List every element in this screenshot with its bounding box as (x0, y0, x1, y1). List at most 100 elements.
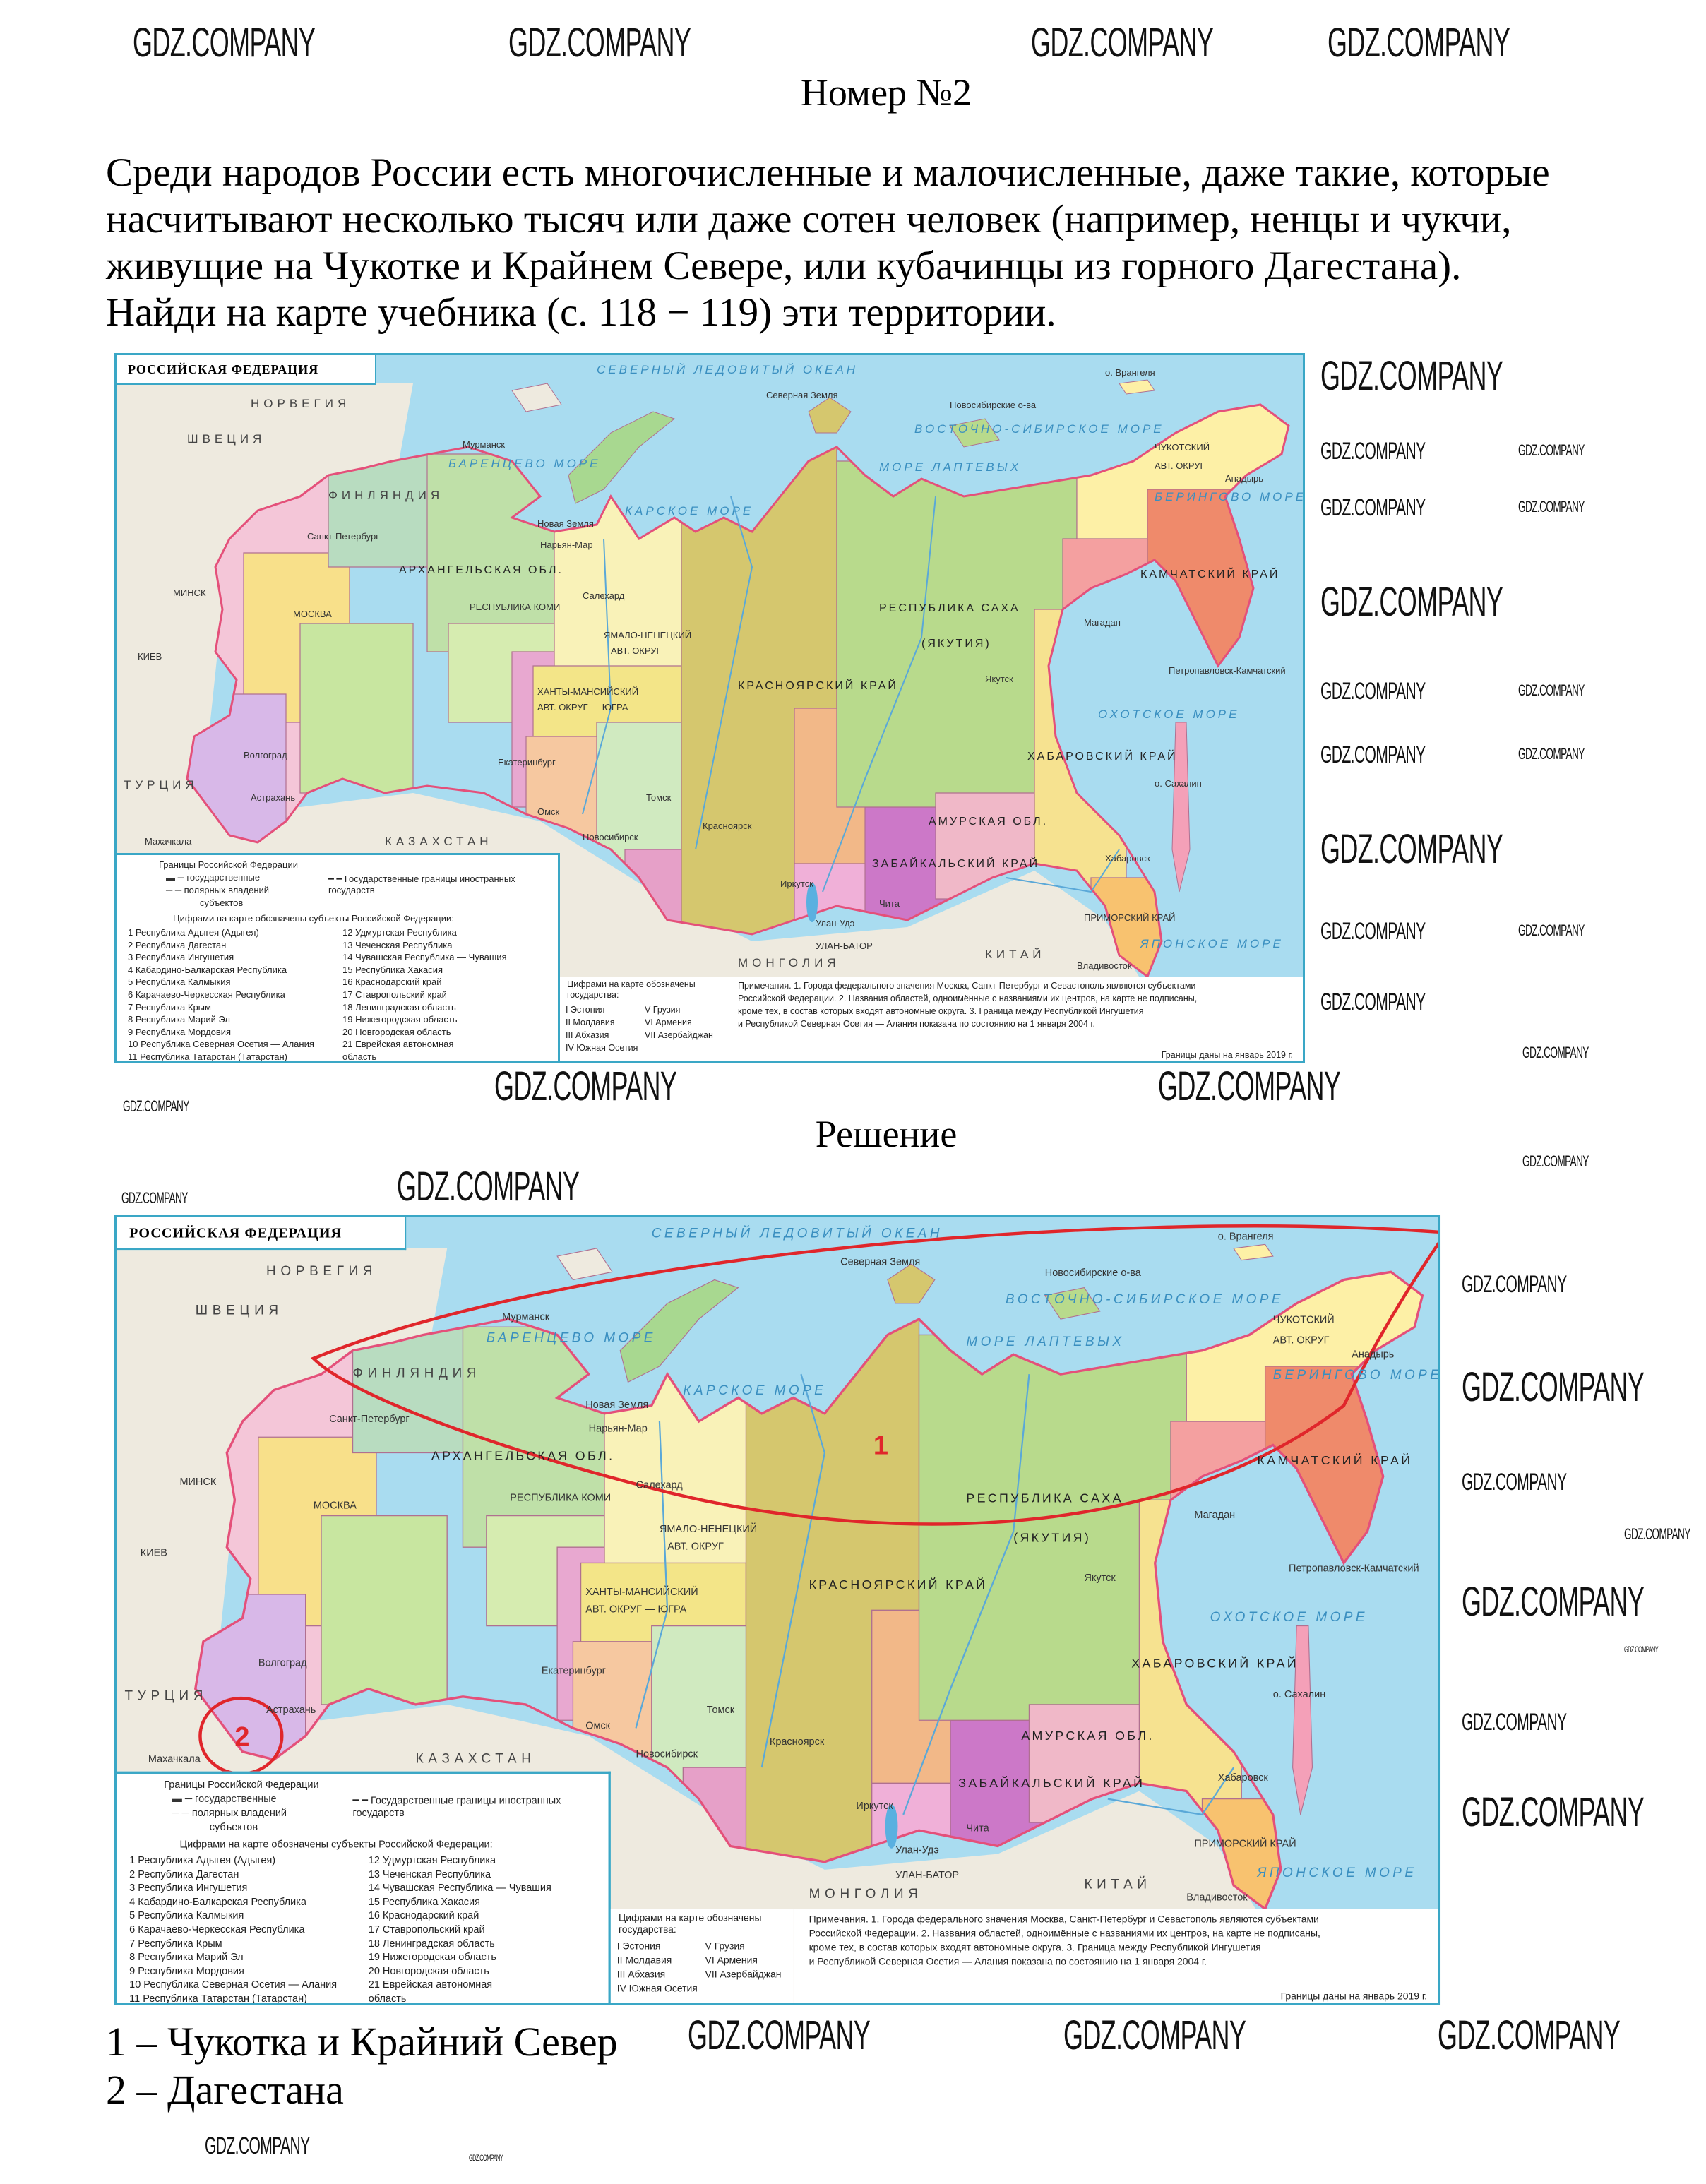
map-label-kyiv: КИЕВ (140, 1546, 167, 1558)
map-label-yakutia: (ЯКУТИЯ) (1013, 1531, 1092, 1545)
map-label-turkey: ТУРЦИЯ (124, 778, 198, 792)
region-volga-region (299, 623, 414, 794)
legend-subject-item: 12 Удмуртская Республика (368, 1854, 496, 1866)
map-label-novosibirsk: Новосибирск (583, 832, 638, 842)
legend-subject-item: 4 Кабардино-Балкарская Республика (128, 964, 287, 975)
map-label-makhachkala: Махачкала (148, 1752, 201, 1765)
watermark: GDZ.COMPANY (121, 1189, 188, 1207)
map-note-line: Российской Федерации. 2. Названия област… (738, 993, 1198, 1003)
map-label-chukotka2: АВТ. ОКРУГ (1272, 1334, 1330, 1347)
map-label-tomsk: Томск (706, 1703, 735, 1716)
watermark: GDZ.COMPANY (123, 1097, 189, 1115)
map-label-sakha: РЕСПУБЛИКА САХА (966, 1492, 1123, 1506)
map-label-yakutia: (ЯКУТИЯ) (921, 638, 991, 650)
map-legend: Границы Российской Федерации ▬ ─ государс… (117, 1771, 611, 2005)
watermark: GDZ.COMPANY (1462, 1709, 1567, 1736)
watermark: GDZ.COMPANY (1518, 745, 1585, 763)
wrangel-island (1119, 379, 1155, 395)
legend-state-item: V Грузия (705, 1940, 745, 1952)
map-label-makhachkala: Махачкала (145, 836, 192, 847)
legend-subject-item: 2 Республика Дагестан (128, 939, 227, 950)
legend-subject-item: 8 Республика Марий Эл (128, 1014, 230, 1025)
legend-subject-item: 7 Республика Крым (129, 1937, 222, 1949)
river (822, 496, 936, 893)
map-label-arkhangelsk: АРХАНГЕЛЬСКАЯ ОБЛ. (399, 564, 563, 576)
legend-subject-item: 11 Республика Татарстан (Татарстан) (128, 1051, 287, 1062)
answers: 1 – Чукотка и Крайний Север 2 – Дагестан… (106, 2018, 618, 2114)
watermark: GDZ.COMPANY (1158, 1063, 1341, 1109)
map-note-line: Примечания. 1. Города федерального значе… (738, 981, 1196, 991)
map-label-volgograd: Волгоград (258, 1657, 307, 1669)
map-label-barents: БАРЕНЦЕВО МОРЕ (486, 1330, 656, 1345)
novosibirsk-islands (949, 418, 1000, 448)
map-note-line: кроме тех, в состав которых входят автон… (738, 1006, 1144, 1016)
novosibirsk-islands (1044, 1287, 1101, 1320)
task-line: живущие на Чукотке и Крайнем Севере, или… (106, 244, 1462, 288)
legend-subject-item: 18 Ленинградская область (342, 1001, 456, 1013)
map-label-khanty: ХАНТЫ-МАНСИЙСКИЙ (537, 686, 639, 697)
map-note-line: и Республикой Северная Осетия — Алания п… (809, 1956, 1207, 1968)
map-label-barents: БАРЕНЦЕВО МОРЕ (448, 457, 601, 470)
map-label-anadyr: Анадырь (1352, 1348, 1395, 1361)
legend-subject-item: 9 Республика Мордовия (129, 1964, 244, 1977)
map-label-laptev: МОРЕ ЛАПТЕВЫХ (966, 1334, 1125, 1349)
map-label-omsk: Омск (585, 1719, 611, 1731)
legend-subject-item: 15 Республика Хакасия (368, 1895, 480, 1908)
map-legend: Границы Российской Федерации ▬ ─ государс… (117, 853, 560, 1062)
watermark: GDZ.COMPANY (1518, 681, 1585, 699)
franz-josef-land (556, 1248, 614, 1281)
legend-subject-item: 21 Еврейская автономная (342, 1039, 454, 1050)
watermark: GDZ.COMPANY (1063, 2012, 1246, 2058)
task-line: Найди на карте учебника (с. 118 − 119) э… (106, 290, 1056, 335)
map-label-spb: Санкт-Петербург (329, 1412, 410, 1425)
map-label-chukotka: ЧУКОТСКИЙ (1272, 1313, 1335, 1326)
legend-subject-item: область (342, 1051, 377, 1062)
legend-state-item: IV Южная Осетия (566, 1043, 638, 1053)
legend-border-state: ▬ ─ государственные (172, 1792, 277, 1805)
map-label-amur: АМУРСКАЯ ОБЛ. (929, 816, 1049, 828)
map-label-sakha: РЕСПУБЛИКА САХА (879, 602, 1020, 614)
river (760, 1373, 825, 1768)
legend-state-item: II Молдавия (566, 1018, 615, 1027)
map-label-krasnoyarsk: КРАСНОЯРСКИЙ КРАЙ (809, 1578, 988, 1592)
map-label-kamchatka: КАМЧАТСКИЙ КРАЙ (1257, 1454, 1413, 1468)
map-label-sweden: ШВЕЦИЯ (195, 1302, 283, 1318)
legend-subject-item: 1 Республика Адыгея (Адыгея) (128, 927, 259, 938)
legend-subject-item: 14 Чувашская Республика — Чувашия (342, 952, 507, 963)
legend-subject-item: 10 Республика Северная Осетия — Алания (128, 1039, 314, 1050)
map-label-kyiv: КИЕВ (138, 651, 162, 662)
watermark: GDZ.COMPANY (1320, 678, 1426, 705)
map-label-ulan-bator: УЛАН-БАТОР (816, 941, 873, 951)
legend-subject-item: 2 Республика Дагестан (129, 1868, 239, 1880)
watermark: GDZ.COMPANY (1462, 1789, 1645, 1835)
legend-subject-item: 20 Новгородская область (342, 1026, 451, 1037)
legend-subject-item: область (368, 1992, 407, 2005)
map-label-khabarovsk-krai: ХАБАРОВСКИЙ КРАЙ (1027, 751, 1178, 763)
map-label-arkhangelsk: АРХАНГЕЛЬСКАЯ ОБЛ. (431, 1450, 615, 1463)
lake-baikal (885, 1804, 898, 1849)
map-label-yamal2: АВТ. ОКРУГ (611, 645, 662, 656)
legend-subject-item: 17 Ставропольский край (368, 1923, 485, 1935)
europe-foreign-land (117, 383, 413, 864)
map-label-finland: ФИНЛЯНДИЯ (328, 489, 444, 502)
watermark: GDZ.COMPANY (1320, 438, 1426, 465)
map-label-sakhalin: о. Сахалин (1155, 778, 1202, 789)
watermark: GDZ.COMPANY (1462, 1364, 1645, 1410)
map-label-kamchatka: КАМЧАТСКИЙ КРАЙ (1140, 568, 1280, 580)
map-label-krasnoyarsk: КРАСНОЯРСКИЙ КРАЙ (738, 680, 898, 692)
map-label-primorsky: ПРИМОРСКИЙ КРАЙ (1084, 912, 1176, 923)
map-label-zabaikalsky: ЗАБАЙКАЛЬСКИЙ КРАЙ (958, 1777, 1145, 1791)
map-title: РОССИЙСКАЯ ФЕДЕРАЦИЯ (117, 355, 376, 385)
task-line: насчитывают несколько тысяч или даже сот… (106, 197, 1512, 241)
legend-subject-item: 13 Чеченская Республика (342, 939, 453, 950)
map-label-severnaya-zemlya: Северная Земля (840, 1255, 921, 1267)
map-label-ulan-ude: Улан-Удэ (816, 918, 855, 929)
map-label-mongolia: МОНГОЛИЯ (738, 956, 840, 969)
russia-map-solution: 1 2 СЕВЕРНЫЙ ЛЕДОВИТЫЙ ОКЕАН БАРЕНЦЕВО МОРЕ… (114, 1215, 1441, 2005)
map-label-moscow: МОСКВА (293, 609, 332, 619)
map-label-chita: Чита (966, 1821, 989, 1834)
map-label-novosibirsk: Новосибирск (636, 1748, 698, 1760)
map-note-line: Российской Федерации. 2. Названия област… (809, 1928, 1320, 1939)
watermark: GDZ.COMPANY (133, 20, 316, 66)
legend-state-item: IV Южная Осетия (616, 1983, 698, 1994)
